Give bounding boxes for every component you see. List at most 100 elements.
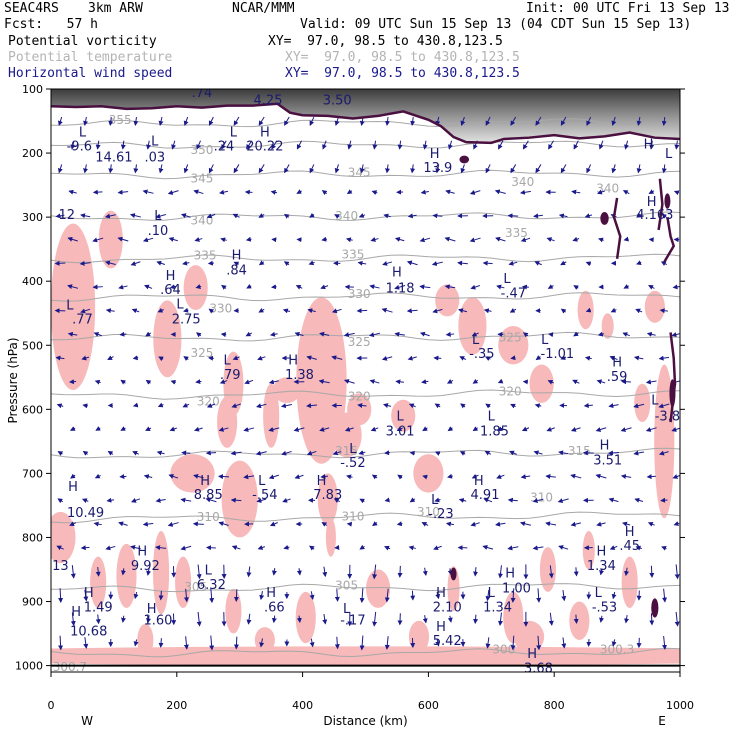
field-theta-name: Potential temperature xyxy=(8,50,173,65)
wind-vector xyxy=(444,284,456,290)
wind-vector xyxy=(209,588,215,604)
wind-vector xyxy=(129,213,142,219)
pv-shaded-region xyxy=(317,473,338,525)
wind-vector xyxy=(67,284,79,290)
wind-vector xyxy=(557,498,569,504)
wind-vector xyxy=(271,615,277,624)
wind-vector xyxy=(445,521,455,527)
theta-label: 310 xyxy=(417,505,440,519)
pv-shaded-region xyxy=(90,556,107,608)
wind-vector xyxy=(195,284,202,289)
value-label: -.47 xyxy=(501,287,526,302)
pv-shaded-region xyxy=(634,383,651,423)
theta-label: 305 xyxy=(335,579,358,593)
wind-vector xyxy=(470,284,480,290)
wind-vector xyxy=(535,164,542,174)
wind-vector xyxy=(384,497,390,503)
pv-contour xyxy=(669,332,677,423)
low-marker: L xyxy=(488,586,496,601)
wind-vector xyxy=(572,236,580,242)
wind-vector xyxy=(560,260,567,266)
wind-vector xyxy=(672,474,680,479)
wind-vector xyxy=(658,355,670,361)
wind-vector xyxy=(573,331,579,337)
wind-vector xyxy=(143,474,153,480)
wind-vector xyxy=(182,260,190,266)
pv-tropopause-contour xyxy=(51,102,680,145)
wind-vector xyxy=(105,545,116,551)
value-label: 3.50 xyxy=(323,93,352,108)
wind-vector xyxy=(532,498,544,503)
wind-vector xyxy=(383,403,392,408)
wind-vector xyxy=(58,635,64,651)
high-marker: H xyxy=(644,137,654,152)
wind-vector xyxy=(611,591,617,600)
theta-label: 310 xyxy=(197,510,220,524)
wind-vector xyxy=(484,450,492,456)
wind-vector xyxy=(472,426,479,432)
wind-vector xyxy=(209,635,215,651)
wind-vector xyxy=(270,189,278,195)
wind-vector xyxy=(421,379,429,385)
value-label: 3.51 xyxy=(593,453,622,468)
wind-vector xyxy=(381,307,393,313)
value-label: -3.8 xyxy=(655,410,680,425)
wind-vector xyxy=(221,140,227,150)
wind-vector xyxy=(56,545,64,551)
wind-vector xyxy=(257,545,266,550)
wind-vector xyxy=(359,635,365,651)
wind-vector xyxy=(318,379,330,385)
wind-vector xyxy=(57,498,63,504)
wind-vector xyxy=(471,331,479,337)
wind-vector xyxy=(170,379,177,385)
high-marker: H xyxy=(436,586,446,601)
pv-shaded-region xyxy=(498,326,529,365)
wind-vector xyxy=(319,426,330,432)
wind-vector xyxy=(495,521,506,527)
wind-vector xyxy=(536,588,542,603)
wind-vector xyxy=(92,189,103,195)
wind-vector xyxy=(56,403,64,409)
wind-vector xyxy=(372,521,378,527)
wind-vector xyxy=(283,213,290,219)
theta-label: 350 xyxy=(191,143,214,157)
low-marker: L xyxy=(230,125,238,140)
wind-vector xyxy=(396,521,403,527)
low-marker: L xyxy=(595,586,603,601)
wind-vector xyxy=(68,189,77,195)
wind-vector xyxy=(70,612,76,627)
wind-vector xyxy=(485,589,491,602)
wind-vector xyxy=(196,140,201,150)
pv-shaded-region xyxy=(513,620,545,653)
wind-vector xyxy=(509,308,517,313)
wind-vector xyxy=(231,403,241,408)
pv-shaded-region xyxy=(654,364,675,519)
pv-shaded-region xyxy=(539,547,556,592)
wind-vector xyxy=(560,308,567,314)
theta-label: 355 xyxy=(109,113,132,127)
wind-vector xyxy=(371,190,378,195)
wind-vector xyxy=(396,426,403,432)
pv-shaded-region xyxy=(347,393,372,426)
wind-vector xyxy=(662,588,668,603)
wind-vector xyxy=(155,497,166,503)
wind-vector xyxy=(359,544,365,550)
wind-vector xyxy=(482,260,493,266)
wind-vector xyxy=(672,284,680,290)
wind-vector xyxy=(130,261,141,266)
wind-vector xyxy=(284,116,290,126)
value-label: 1.60 xyxy=(143,613,172,628)
wind-vector xyxy=(661,116,667,127)
wind-vector xyxy=(384,636,390,650)
value-label: .64 xyxy=(160,283,181,298)
wind-vector xyxy=(649,613,655,626)
wind-vector xyxy=(408,545,416,551)
wind-vector xyxy=(371,474,378,480)
wind-vector xyxy=(157,307,164,313)
value-label: 10.68 xyxy=(70,624,107,639)
wind-vector xyxy=(560,116,567,126)
value-label: 3.68 xyxy=(524,662,553,677)
wind-vector xyxy=(658,450,669,456)
wind-vector xyxy=(104,213,116,219)
